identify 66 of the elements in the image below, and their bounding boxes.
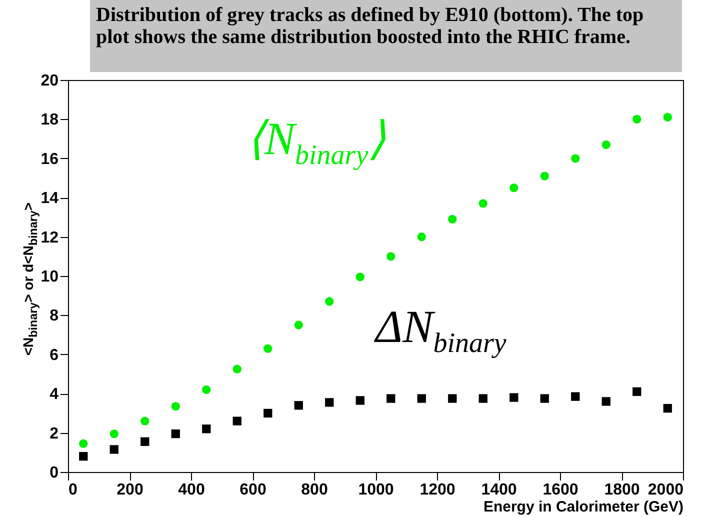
y-tick-label: 6 xyxy=(50,346,59,364)
x-tick-label: 0 xyxy=(68,482,78,498)
x-tick-label: 200 xyxy=(116,482,144,498)
point xyxy=(417,394,426,403)
point xyxy=(571,154,580,163)
y-tick-label: 12 xyxy=(40,229,59,246)
point xyxy=(448,214,457,224)
x-tick-label: 1000 xyxy=(358,482,394,498)
point xyxy=(79,452,88,461)
point xyxy=(202,424,211,434)
point xyxy=(140,437,150,446)
y-tick-label: 18 xyxy=(40,112,59,129)
point xyxy=(386,394,396,403)
point xyxy=(540,172,549,180)
point xyxy=(663,404,672,413)
point xyxy=(264,408,272,418)
point xyxy=(232,416,242,426)
point xyxy=(632,114,642,124)
y-tick-label: 14 xyxy=(40,190,59,208)
x-tick-label: 400 xyxy=(178,482,205,498)
x-tick-label: 1200 xyxy=(420,482,456,498)
y-tick-label: 0 xyxy=(50,464,59,482)
y-tick-label: 10 xyxy=(40,268,59,286)
point xyxy=(386,252,396,261)
point xyxy=(294,320,303,330)
point xyxy=(79,439,88,448)
point xyxy=(571,392,580,401)
point xyxy=(171,402,180,411)
series-label: ⟨N$_{binary}$⟩ xyxy=(246,112,386,173)
y-tick-label: 8 xyxy=(50,308,59,325)
x-axis-title: Energy in Calorimeter (GeV) xyxy=(483,498,684,516)
point xyxy=(632,387,642,396)
point xyxy=(140,416,150,426)
x-tick-label: 1600 xyxy=(542,482,578,498)
y-tick-label: 2 xyxy=(50,425,59,442)
point xyxy=(171,429,180,438)
x-tick-label: 1400 xyxy=(481,482,517,498)
point xyxy=(510,183,518,192)
point xyxy=(356,396,364,405)
x-tick-label: 800 xyxy=(301,482,328,498)
point xyxy=(448,394,457,403)
x-tick-label: 1800 xyxy=(604,482,640,498)
x-tick-label: 600 xyxy=(240,482,266,498)
point xyxy=(417,232,426,242)
point xyxy=(602,397,610,406)
point xyxy=(325,398,334,407)
point xyxy=(294,401,303,410)
point xyxy=(232,364,242,374)
point xyxy=(110,429,118,438)
y-tick-label: 20 xyxy=(40,72,59,90)
y-tick-label: 16 xyxy=(40,150,59,168)
chart-title: Distribution of grey tracks as defined by E910 (bottom). The top plot shows the same distribution boosted into the RHIC frame. xyxy=(90,0,682,72)
point xyxy=(602,140,610,149)
y-tick-label: 4 xyxy=(50,386,59,404)
point xyxy=(202,385,211,394)
series-label: ΔN$_{binary}$ xyxy=(376,300,506,360)
point xyxy=(264,344,272,353)
point xyxy=(478,199,488,208)
point xyxy=(510,393,518,402)
x-tick-label: 2000 xyxy=(648,482,684,498)
point xyxy=(110,445,118,454)
point xyxy=(663,112,672,122)
point xyxy=(478,394,488,403)
point xyxy=(356,272,364,282)
point xyxy=(325,297,334,306)
point xyxy=(540,394,549,403)
